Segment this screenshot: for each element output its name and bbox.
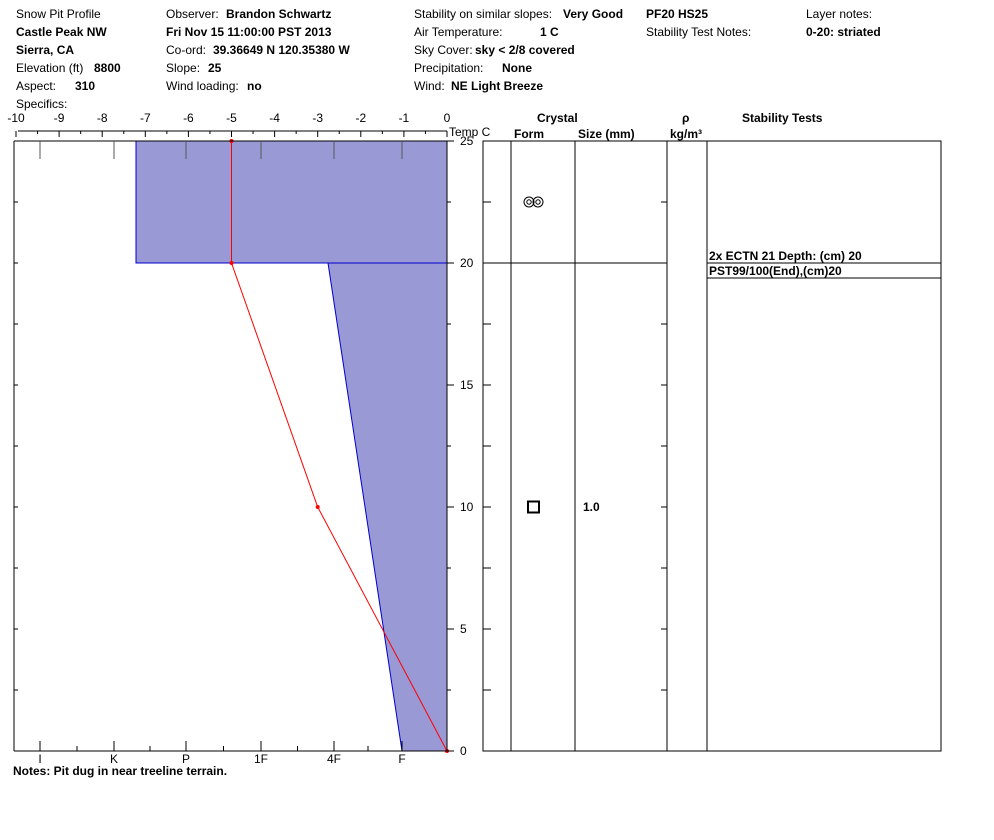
temp-tick-label: -7 <box>140 111 151 125</box>
depth-tick-label: 15 <box>460 378 474 392</box>
pf-hs-value: PF20 HS25 <box>646 7 709 21</box>
temperature-point <box>229 261 234 265</box>
form-column-header: Form <box>514 127 544 141</box>
air-temp-label: Air Temperature: <box>414 25 503 39</box>
aspect-value: 310 <box>75 79 96 93</box>
crystal-column-header: Crystal <box>537 111 578 125</box>
temp-tick-label: -6 <box>183 111 194 125</box>
crystal-size-value: 1.0 <box>583 500 600 514</box>
layer-table: 1.0 2x ECTN 21 Depth: (cm) 20PST99/100(En… <box>482 140 942 752</box>
temp-tick-label: -10 <box>7 111 25 125</box>
elevation-label: Elevation (ft) <box>16 61 84 75</box>
region-name: Sierra, CA <box>16 43 75 57</box>
wind-loading-label: Wind loading: <box>166 79 239 93</box>
coord-label: Co-ord: <box>166 43 207 57</box>
hardness-tick-label: K <box>110 752 118 766</box>
temperature-line <box>231 141 448 752</box>
location-name: Castle Peak NW <box>16 25 107 39</box>
table-frame <box>482 140 942 752</box>
observer-label: Observer: <box>166 7 219 21</box>
crystal-ring <box>523 196 535 208</box>
precipitation-particle-icon <box>523 196 544 208</box>
hardness-profile <box>135 140 448 752</box>
density-column-header: ρ <box>682 111 689 125</box>
sky-cover-value: sky < 2/8 covered <box>475 43 575 57</box>
stability-value: Very Good <box>563 7 624 21</box>
hardness-layer-0 <box>135 140 448 264</box>
depth-tick-label: 10 <box>460 500 474 514</box>
density-unit-header: kg/m³ <box>670 127 702 141</box>
profile-title: Snow Pit Profile <box>16 7 101 21</box>
depth-tick-label: 25 <box>460 134 474 148</box>
stability-label: Stability on similar slopes: <box>414 7 553 21</box>
stability-test-result: PST99/100(End),(cm)20 <box>709 264 842 278</box>
hardness-tick-label: P <box>182 752 190 766</box>
faceted-crystal-icon <box>527 500 540 514</box>
temp-tick-label: -1 <box>399 111 410 125</box>
depth-tick-label: 0 <box>460 744 467 758</box>
hardness-tick-label: 4F <box>327 752 341 766</box>
crystal-ring-inner <box>535 199 541 205</box>
temp-tick-label: -5 <box>226 111 237 125</box>
temp-tick-label: -4 <box>269 111 280 125</box>
crystal-ring <box>532 196 544 208</box>
hardness-tick-label: F <box>398 752 405 766</box>
size-column-header: Size (mm) <box>578 127 635 141</box>
elevation-value: 8800 <box>94 61 121 75</box>
air-temp-value: 1 C <box>540 25 559 39</box>
depth-tick-label: 20 <box>460 256 474 270</box>
temp-tick-label: -9 <box>54 111 65 125</box>
layer-notes-label: Layer notes: <box>806 7 873 21</box>
hardness-tick-label: I <box>38 752 41 766</box>
stability-tests-header: Stability Tests <box>742 111 823 125</box>
precipitation-label: Precipitation: <box>414 61 484 75</box>
depth-tick-label: 5 <box>460 622 467 636</box>
wind-label: Wind: <box>414 79 445 93</box>
aspect-label: Aspect: <box>16 79 57 93</box>
slope-label: Slope: <box>166 61 201 75</box>
temperature-point <box>315 505 320 509</box>
coord-value: 39.36649 N 120.35380 W <box>213 43 350 57</box>
layer-notes-value: 0-20: striated <box>806 25 881 39</box>
slope-value: 25 <box>208 61 222 75</box>
stability-test-result: 2x ECTN 21 Depth: (cm) 20 <box>709 249 862 263</box>
wind-loading-value: no <box>247 79 262 93</box>
temp-tick-label: -3 <box>312 111 323 125</box>
wind-value: NE Light Breeze <box>451 79 544 93</box>
sky-cover-label: Sky Cover: <box>414 43 473 57</box>
stability-test-notes-label: Stability Test Notes: <box>646 25 752 39</box>
temp-axis-label: Temp C <box>449 125 491 139</box>
temperature-profile <box>229 139 449 753</box>
specifics-label: Specifics: <box>16 97 68 111</box>
observation-datetime: Fri Nov 15 11:00:00 PST 2013 <box>166 25 332 39</box>
precipitation-value: None <box>502 61 532 75</box>
hardness-layer-1 <box>327 262 448 752</box>
observer-value: Brandon Schwartz <box>226 7 332 21</box>
pit-notes: Notes: Pit dug in near treeline terrain. <box>13 764 228 778</box>
temp-tick-label: -2 <box>355 111 366 125</box>
crystal-ring-inner <box>526 199 532 205</box>
temp-tick-label: -8 <box>97 111 108 125</box>
temp-tick-label: 0 <box>444 111 451 125</box>
hardness-tick-label: 1F <box>254 752 268 766</box>
